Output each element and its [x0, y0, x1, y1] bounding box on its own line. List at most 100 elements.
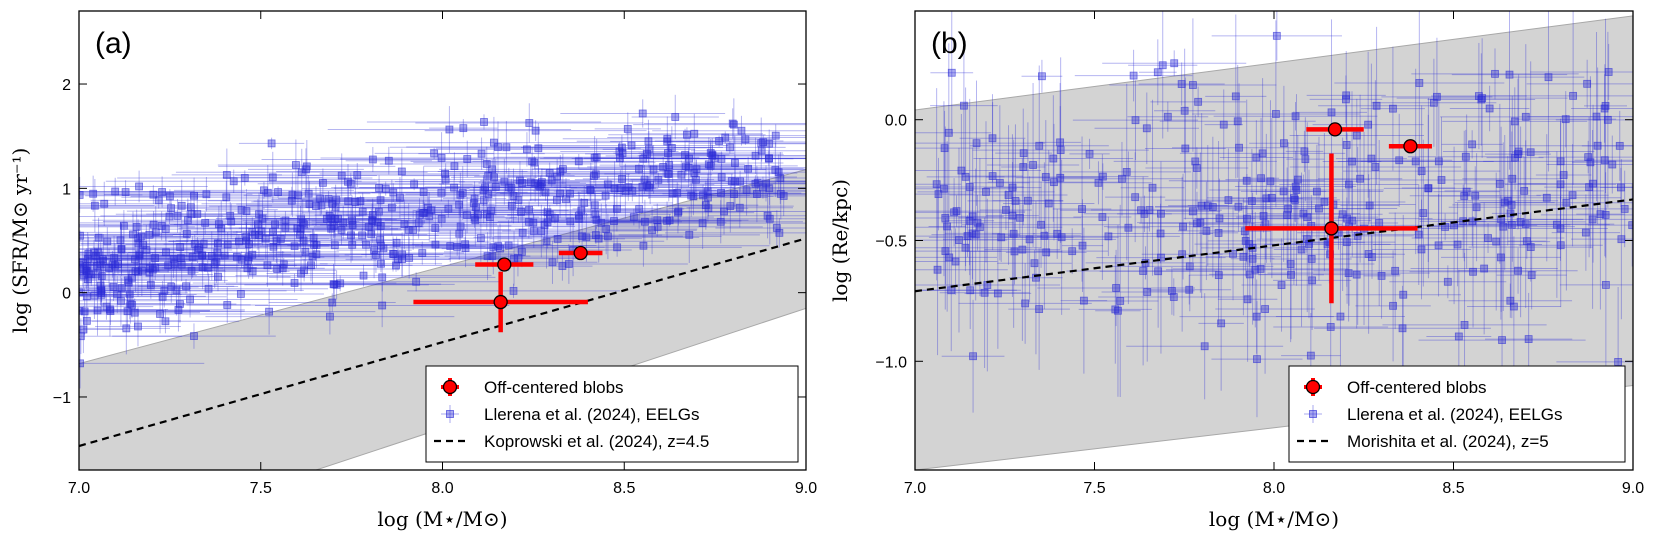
eelg-marker — [1524, 335, 1533, 343]
eelg-marker — [351, 198, 360, 206]
eelg-marker — [699, 191, 707, 200]
eelg-marker — [149, 220, 158, 229]
eelg-point — [1165, 212, 1345, 328]
x-tick-label: 8.5 — [1442, 480, 1464, 497]
eelg-marker — [514, 196, 523, 204]
eelg-marker — [542, 237, 551, 246]
eelg-marker — [376, 196, 385, 205]
eelg-point — [319, 224, 552, 265]
eelg-point — [1442, 87, 1588, 156]
eelg-marker — [1414, 230, 1423, 239]
eelg-marker — [1336, 312, 1345, 321]
panel-a: 7.0 7.5 8.0 8.5 9.0 −1 0 1 2 log (M⋆/M⊙) log (SFR/… — [8, 10, 817, 531]
eelg-point — [607, 131, 806, 144]
eelg-marker — [281, 223, 290, 232]
eelg-point — [1099, 214, 1217, 328]
eelg-point — [1317, 105, 1376, 185]
eelg-marker — [1603, 115, 1612, 124]
eelg-marker — [220, 251, 229, 260]
eelg-marker — [1219, 120, 1228, 129]
eelg-marker — [1189, 81, 1197, 89]
eelg-marker — [1556, 157, 1565, 166]
eelg-marker — [134, 322, 142, 331]
eelg-point — [202, 217, 330, 260]
legend-eelg-marker — [1309, 410, 1317, 418]
eelg-point — [1060, 197, 1222, 223]
eelg-point — [79, 170, 208, 203]
eelg-marker — [566, 189, 574, 198]
eelg-marker — [1167, 286, 1176, 295]
eelg-point — [1266, 167, 1308, 263]
eelg-point — [1032, 208, 1082, 259]
x-tick-label: 7.5 — [1083, 480, 1105, 497]
eelg-marker — [1118, 174, 1126, 183]
eelg-marker — [248, 250, 257, 259]
eelg-point — [534, 163, 744, 175]
legend-label: Koprowski et al. (2024), z=4.5 — [484, 432, 709, 451]
eelg-marker — [1287, 270, 1295, 279]
eelg-point — [247, 186, 310, 198]
legend-entry-eelgs — [441, 405, 459, 423]
eelg-marker — [529, 218, 538, 227]
eelg-point — [1205, 142, 1371, 276]
eelg-point — [601, 191, 755, 234]
eelg-point — [416, 201, 642, 219]
eelg-point — [958, 198, 1082, 238]
eelg-point — [490, 183, 722, 209]
eelg-points — [915, 11, 1633, 437]
eelg-point — [389, 120, 623, 174]
eelg-point — [1127, 101, 1209, 132]
eelg-marker — [615, 154, 624, 163]
eelg-marker — [717, 189, 725, 197]
eelg-point — [173, 210, 377, 239]
eelg-point — [389, 178, 634, 198]
eelg-marker — [548, 258, 557, 267]
eelg-marker — [223, 240, 232, 249]
eelg-point — [162, 288, 376, 335]
eelg-marker — [106, 305, 114, 314]
eelg-marker — [1469, 267, 1477, 276]
eelg-point — [362, 199, 535, 218]
eelg-marker — [142, 245, 151, 254]
eelg-point — [319, 168, 571, 180]
eelg-marker — [389, 250, 397, 258]
eelg-marker — [1286, 260, 1295, 268]
eelg-point — [572, 186, 662, 232]
eelg-marker — [379, 244, 388, 253]
eelg-point — [1249, 85, 1319, 201]
eelg-point — [949, 125, 1068, 265]
eelg-point — [1355, 250, 1431, 362]
eelg-marker — [1306, 351, 1315, 360]
eelg-marker — [602, 225, 611, 234]
eelg-marker — [1158, 61, 1167, 70]
eelg-point — [79, 298, 200, 327]
eelg-point — [1441, 130, 1503, 159]
eelg-marker — [1266, 177, 1275, 186]
eelg-marker — [214, 272, 222, 281]
eelg-point — [371, 184, 512, 202]
eelg-marker — [610, 217, 618, 226]
eelg-point — [168, 219, 385, 264]
eelg-point — [987, 123, 1121, 241]
eelg-marker — [161, 225, 170, 233]
eelg-point — [1001, 108, 1046, 226]
eelg-marker — [1514, 147, 1523, 156]
eelg-marker — [940, 144, 949, 153]
eelg-marker — [119, 221, 128, 230]
eelg-marker — [663, 137, 672, 146]
legend-label: Llerena et al. (2024), EELGs — [1347, 405, 1562, 424]
y-tick-label: 1 — [62, 181, 71, 198]
eelg-point — [986, 83, 1080, 247]
eelg-marker — [1185, 262, 1194, 271]
eelg-marker — [518, 228, 527, 237]
eelg-marker — [1142, 124, 1151, 133]
eelg-point — [689, 176, 806, 199]
eelg-point — [1313, 220, 1401, 329]
eelg-point — [345, 248, 451, 271]
eelg-marker — [1320, 198, 1329, 206]
eelg-marker — [148, 265, 157, 274]
eelg-marker — [525, 119, 534, 127]
eelg-point — [244, 270, 429, 300]
eelg-marker — [1272, 31, 1281, 40]
eelg-point — [88, 273, 329, 304]
